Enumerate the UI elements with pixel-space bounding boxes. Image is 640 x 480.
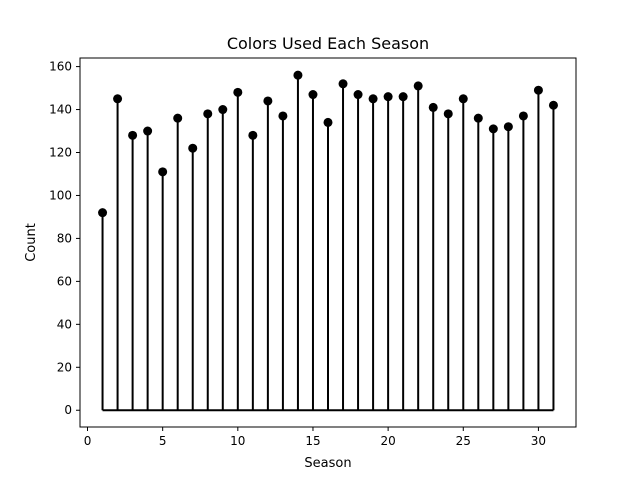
x-tick-label: 15 [305, 434, 320, 448]
y-axis: 0 20 40 60 80 100 120 140 160 [49, 60, 80, 417]
x-axis-label: Season [304, 456, 351, 471]
stem-marker [488, 124, 498, 134]
stem-marker [263, 96, 273, 106]
x-tick-label: 5 [159, 434, 167, 448]
y-tick-label: 20 [57, 360, 72, 374]
stem-marker [278, 111, 288, 121]
y-tick-label: 0 [64, 403, 72, 417]
stem-marker [158, 167, 168, 177]
y-tick-label: 40 [57, 317, 72, 331]
plot-area [79, 57, 577, 428]
stem-marker [473, 113, 483, 123]
y-axis-label: Count [24, 223, 39, 262]
y-tick-label: 60 [57, 274, 72, 288]
stem-marker [308, 90, 318, 100]
y-tick-label: 140 [49, 103, 72, 117]
stem-marker [398, 92, 408, 102]
stem-marker [368, 94, 378, 104]
stem-marker [323, 117, 333, 127]
y-tick-label: 80 [57, 231, 72, 245]
x-axis: 0 5 10 15 20 25 30 [84, 427, 546, 448]
stem-marker [338, 79, 348, 89]
stem-marker [173, 113, 183, 123]
stem-marker [458, 94, 468, 104]
stem-marker [428, 102, 438, 112]
stem-marker [383, 92, 393, 102]
stem-marker [518, 111, 528, 121]
stem-markers [98, 70, 558, 218]
stem-marker [503, 122, 513, 132]
stem-marker [533, 85, 543, 95]
x-tick-label: 10 [230, 434, 245, 448]
x-tick-label: 30 [531, 434, 546, 448]
stem-marker [203, 109, 213, 119]
x-tick-label: 0 [84, 434, 92, 448]
stem-lines [101, 75, 555, 411]
stem-marker [248, 130, 258, 140]
stem-marker [353, 90, 363, 100]
stem-marker [218, 105, 228, 115]
stem-marker [128, 130, 138, 140]
x-tick-label: 25 [456, 434, 471, 448]
stem-marker [188, 143, 198, 153]
y-tick-label: 160 [49, 60, 72, 74]
stem-marker [293, 70, 303, 80]
stem-marker [113, 94, 123, 104]
stem-marker [548, 100, 558, 110]
stem-marker [413, 81, 423, 91]
chart-title: Colors Used Each Season [227, 34, 429, 53]
stem-marker [98, 208, 108, 218]
y-tick-label: 100 [49, 188, 72, 202]
stem-marker [443, 109, 453, 119]
y-tick-label: 120 [49, 146, 72, 160]
stem-marker [143, 126, 153, 136]
x-tick-label: 20 [380, 434, 395, 448]
stem-marker [233, 87, 243, 97]
